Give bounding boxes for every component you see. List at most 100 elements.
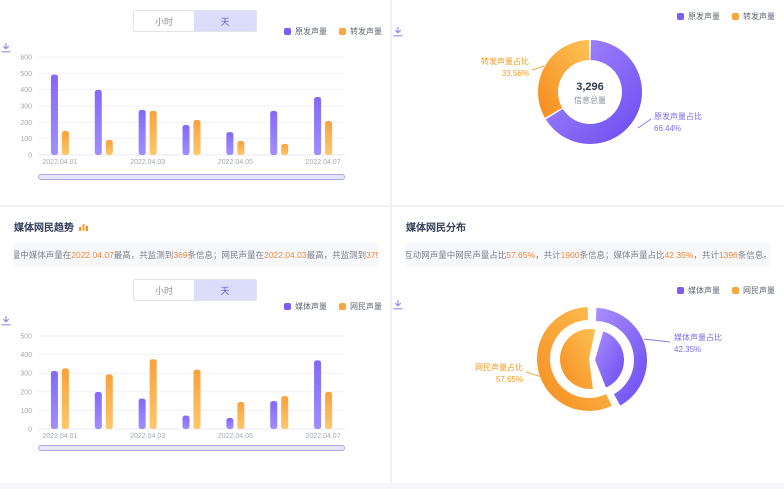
legend-label: 原发声量 <box>688 12 720 21</box>
panel-media-netizen-trend: 媒体网民趋势 互动网声量中媒体声量在2022.04.07最高，共监测到369条信… <box>0 207 392 483</box>
bar-媒体声量[interactable] <box>50 370 58 429</box>
bar-原发声量[interactable] <box>314 97 322 155</box>
legend-dot <box>677 287 684 294</box>
y-tick-label: 0 <box>28 153 32 160</box>
legend-item[interactable]: 转发声量 <box>339 26 382 37</box>
donut-slice-转发声量占比[interactable] <box>538 40 590 118</box>
bar-chart-original-forward[interactable]: 0 100 200 300 400 500 600 2022.04.01 2022.04.03 2… <box>0 50 392 172</box>
bar-媒体声量[interactable] <box>138 398 146 429</box>
y-tick-label: 200 <box>20 120 32 127</box>
toggle-hour[interactable]: 小时 <box>134 280 194 300</box>
download-icon[interactable] <box>392 26 404 38</box>
bar-媒体声量[interactable] <box>270 401 278 429</box>
legend-item[interactable]: 原发声量 <box>677 11 720 22</box>
download-icon[interactable] <box>392 299 404 311</box>
slice-pct-netizen: 57.65% <box>496 375 523 384</box>
x-tick-label: 2022.04.05 <box>218 433 253 440</box>
legend-item[interactable]: 网民声量 <box>339 301 382 312</box>
toggle-day[interactable]: 天 <box>194 280 256 300</box>
toggle-day[interactable]: 天 <box>194 11 256 31</box>
summary-segment: 条信息；网民声量在 <box>187 250 265 260</box>
bar-转发声量[interactable] <box>61 130 69 155</box>
summary-highlight: 42.35% <box>664 250 694 260</box>
datazoom-slider[interactable] <box>38 174 345 180</box>
toggle-hour[interactable]: 小时 <box>134 11 194 31</box>
bar-网民声量[interactable] <box>237 402 245 429</box>
bar-网民声量[interactable] <box>105 374 113 429</box>
legend-item[interactable]: 转发声量 <box>732 11 775 22</box>
summary-segment: ，共计 <box>693 250 719 260</box>
summary-segment: ，共计 <box>535 250 561 260</box>
bar-原发声量[interactable] <box>182 124 190 155</box>
bar-网民声量[interactable] <box>193 369 201 429</box>
legend-label: 网民声量 <box>743 286 775 295</box>
legend-item[interactable]: 网民声量 <box>732 285 775 296</box>
bar-chart-media-netizen[interactable]: 0 100 200 300 400 500 2022.04.01 2022.04.03 2022… <box>0 325 392 441</box>
bar-原发声量[interactable] <box>270 110 278 155</box>
summary-highlight: 2022.04.07 <box>71 250 114 260</box>
donut-chart-media-netizen[interactable]: 媒体声量占比 42.35% 网民声量占比 57.65% <box>392 207 784 481</box>
datazoom-slider[interactable] <box>38 445 345 451</box>
donut-center-value: 3,296 <box>576 81 604 93</box>
x-tick-label: 2022.04.07 <box>306 433 341 440</box>
ring-slice-网民声量占比[interactable] <box>537 307 612 411</box>
legend-item[interactable]: 媒体声量 <box>677 285 720 296</box>
bar-媒体声量[interactable] <box>94 391 102 429</box>
bar-转发声量[interactable] <box>325 121 333 155</box>
summary-highlight: 369 <box>173 250 188 260</box>
label-leader-line <box>531 65 545 71</box>
bar-网民声量[interactable] <box>61 368 69 429</box>
legend-label: 原发声量 <box>295 27 327 36</box>
y-tick-label: 500 <box>20 71 32 78</box>
x-tick-label: 2022.04.03 <box>130 433 165 440</box>
bar-原发声量[interactable] <box>226 132 234 155</box>
bar-网民声量[interactable] <box>149 359 157 429</box>
legend-item[interactable]: 原发声量 <box>284 26 327 37</box>
slice-pct-original: 66.44% <box>654 124 681 133</box>
bar-网民声量[interactable] <box>325 391 333 429</box>
summary-segment: 条信息。 <box>737 250 770 260</box>
panel-title-text: 媒体网民分布 <box>406 223 466 234</box>
bar-转发声量[interactable] <box>193 120 201 155</box>
legend-item[interactable]: 媒体声量 <box>284 301 327 312</box>
bar-网民声量[interactable] <box>281 396 289 429</box>
bar-转发声量[interactable] <box>237 140 245 155</box>
bar-转发声量[interactable] <box>281 144 289 155</box>
y-tick-label: 0 <box>28 427 32 434</box>
legend-dot <box>339 28 346 35</box>
panel-title-text: 媒体网民趋势 <box>14 223 74 234</box>
download-icon[interactable] <box>0 42 12 54</box>
legend: 原发声量 转发声量 <box>677 11 775 22</box>
summary-segment: 最高，共监测到 <box>306 250 367 260</box>
label-leader-line <box>643 338 671 343</box>
legend-dot <box>732 13 739 20</box>
summary-highlight: 2022.04.03 <box>264 250 307 260</box>
x-tick-label: 2022.04.01 <box>42 433 77 440</box>
y-tick-label: 200 <box>20 389 32 396</box>
bar-转发声量[interactable] <box>149 110 157 155</box>
legend: 媒体声量 网民声量 <box>677 285 775 296</box>
bar-媒体声量[interactable] <box>226 418 234 429</box>
time-granularity-toggle: 小时 天 <box>133 279 257 301</box>
legend-dot <box>339 303 346 310</box>
bar-原发声量[interactable] <box>138 109 146 155</box>
bar-媒体声量[interactable] <box>314 360 322 429</box>
slice-label-original: 原发声量占比 <box>654 111 702 121</box>
download-icon[interactable] <box>0 315 12 327</box>
pie-slice-媒体声量占比[interactable] <box>592 328 626 391</box>
pie-slice-网民声量占比[interactable] <box>558 327 598 391</box>
y-tick-label: 500 <box>20 334 32 341</box>
bar-原发声量[interactable] <box>94 89 102 155</box>
summary-highlight: 57.65% <box>506 250 536 260</box>
panel-title: 媒体网民趋势 <box>14 219 89 234</box>
donut-chart-original-forward[interactable]: 3,296 信息总量 转发声量占比 33.56% 原发声量占比 66.44% <box>392 0 784 205</box>
bar-原发声量[interactable] <box>50 74 58 155</box>
slice-label-netizen: 网民声量占比 <box>475 362 523 372</box>
bar-转发声量[interactable] <box>105 139 113 155</box>
panel-title: 媒体网民分布 <box>406 219 466 234</box>
bar-媒体声量[interactable] <box>182 415 190 429</box>
donut-slice-原发声量占比[interactable] <box>545 40 642 144</box>
summary-segment: 条信息；媒体声量占比 <box>579 250 665 260</box>
ring-slice-媒体声量占比[interactable] <box>596 308 647 406</box>
